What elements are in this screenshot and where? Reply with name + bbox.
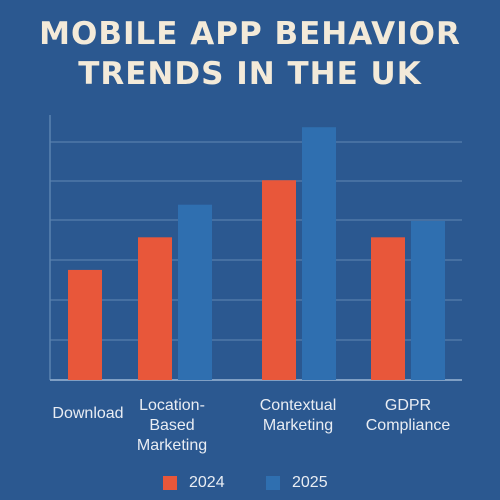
legend-item-2024: 2024: [163, 474, 225, 492]
legend: 2024 2025: [0, 474, 500, 494]
bar-2024-0: [68, 269, 102, 380]
bar-2024-2: [262, 180, 296, 380]
legend-label-2024: 2024: [189, 474, 225, 491]
bars: [68, 127, 445, 380]
chart-title-line-1: MOBILE APP BEHAVIOR: [39, 16, 461, 52]
x-tick-label-2-1: Marketing: [263, 417, 333, 434]
bar-2025-2: [302, 127, 336, 380]
bar-2024-1: [138, 237, 172, 380]
x-tick-label-3-0: GDPR: [385, 397, 431, 414]
bar-2025-3: [411, 221, 445, 380]
x-tick-label-1-2: Marketing: [137, 437, 207, 454]
bar-2024-3: [371, 237, 405, 380]
x-tick-label-1-0: Location-: [139, 397, 205, 414]
x-tick-label-3-1: Compliance: [366, 417, 451, 434]
bar-chart: Download Location- Based Marketing Contextua…: [49, 115, 462, 454]
chart-title-line-2: TRENDS IN THE UK: [78, 56, 422, 92]
chart-title: MOBILE APP BEHAVIOR TRENDS IN THE UK: [0, 14, 500, 94]
legend-swatch-2025: [266, 476, 280, 490]
x-tick-label-1-1: Based: [149, 417, 194, 434]
x-tick-label-2-0: Contextual: [260, 397, 337, 414]
bar-2025-1: [178, 204, 212, 380]
x-axis-labels: Download Location- Based Marketing Contextua…: [52, 397, 450, 454]
legend-item-2025: 2025: [266, 474, 328, 492]
x-tick-label-0-0: Download: [52, 405, 123, 422]
legend-swatch-2024: [163, 476, 177, 490]
legend-label-2025: 2025: [292, 474, 328, 491]
